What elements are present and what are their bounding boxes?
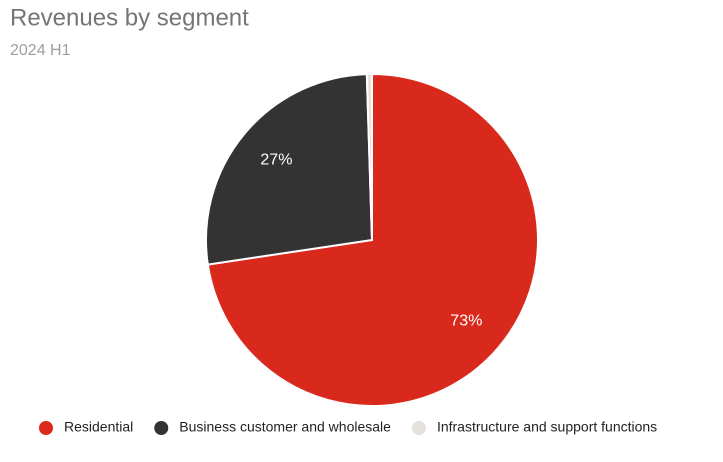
legend-label: Business customer and wholesale — [179, 419, 391, 435]
legend-label: Infrastructure and support functions — [437, 419, 657, 435]
legend-swatch — [411, 421, 426, 435]
chart-subtitle: 2024 H1 — [10, 42, 71, 59]
legend-swatch — [154, 421, 169, 435]
legend-swatch — [39, 421, 53, 435]
value-label: 27% — [260, 151, 292, 168]
pie-slice — [365, 72, 373, 241]
legend-label: Residential — [64, 419, 133, 435]
chart-title: Revenues by segment — [10, 4, 249, 31]
pie-slice — [205, 73, 374, 266]
value-label: 73% — [450, 312, 482, 329]
